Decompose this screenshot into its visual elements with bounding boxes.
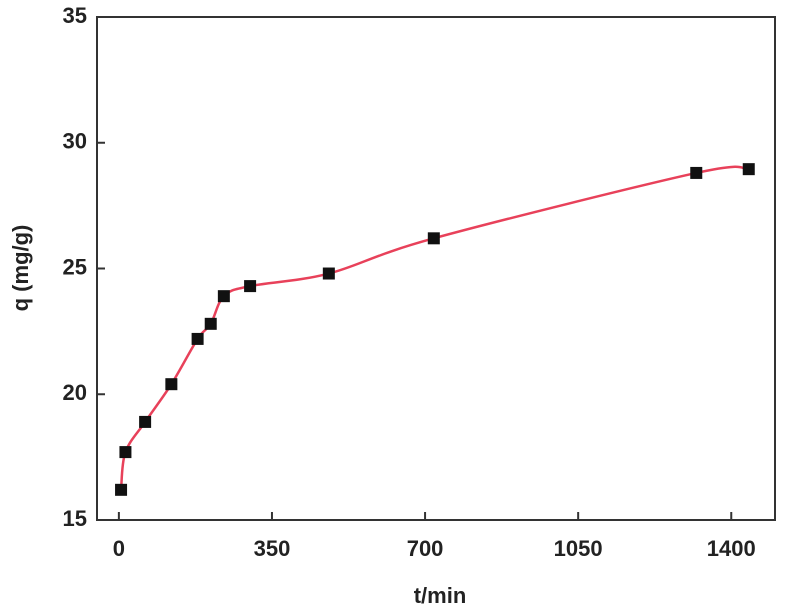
data-point [115,483,128,496]
data-point [119,446,132,459]
data-point [139,415,152,428]
data-point [690,166,703,179]
data-point [322,267,335,280]
data-point [244,280,257,293]
y-tick-label: 35 [63,3,87,28]
data-point [742,163,755,176]
data-point [427,232,440,245]
plot-frame [96,16,776,521]
x-tick-label: 700 [407,536,444,561]
x-tick-label: 350 [254,536,291,561]
x-tick-label: 1050 [554,536,603,561]
y-tick-label: 15 [63,506,87,531]
y-tick-label: 20 [63,380,87,405]
x-axis-label: t/min [414,583,467,608]
y-tick-label: 25 [63,254,87,279]
data-point [165,378,178,391]
x-tick-label: 0 [113,536,125,561]
y-tick-label: 30 [63,129,87,154]
data-point [204,317,217,330]
y-axis-label: q (mg/g) [8,225,33,312]
x-tick-label: 1400 [707,536,756,561]
data-point [217,290,230,303]
data-point [191,332,204,345]
